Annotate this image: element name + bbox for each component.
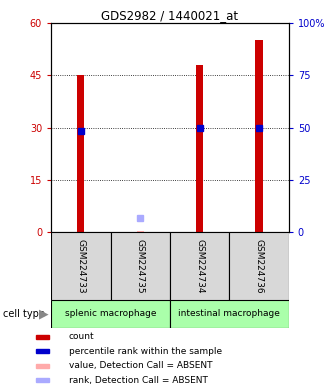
Title: GDS2982 / 1440021_at: GDS2982 / 1440021_at bbox=[101, 9, 239, 22]
Bar bbox=[51, 232, 111, 300]
Bar bbox=[77, 75, 84, 232]
Bar bbox=[36, 364, 49, 368]
Bar bbox=[111, 232, 170, 300]
Text: cell type: cell type bbox=[3, 309, 45, 319]
Bar bbox=[229, 232, 289, 300]
Bar bbox=[137, 231, 144, 232]
Text: GSM224736: GSM224736 bbox=[254, 238, 264, 293]
Text: GSM224733: GSM224733 bbox=[76, 238, 85, 293]
Text: rank, Detection Call = ABSENT: rank, Detection Call = ABSENT bbox=[69, 376, 208, 384]
Text: count: count bbox=[69, 332, 94, 341]
Text: percentile rank within the sample: percentile rank within the sample bbox=[69, 347, 222, 356]
Bar bbox=[170, 300, 289, 328]
Bar bbox=[51, 300, 170, 328]
Bar bbox=[170, 232, 229, 300]
Text: value, Detection Call = ABSENT: value, Detection Call = ABSENT bbox=[69, 361, 212, 370]
Text: splenic macrophage: splenic macrophage bbox=[65, 310, 156, 318]
Bar bbox=[36, 349, 49, 353]
Bar bbox=[36, 334, 49, 339]
Bar bbox=[36, 378, 49, 382]
Bar bbox=[196, 65, 203, 232]
Text: intestinal macrophage: intestinal macrophage bbox=[179, 310, 280, 318]
Text: GSM224734: GSM224734 bbox=[195, 239, 204, 293]
Bar bbox=[255, 40, 263, 232]
Text: GSM224735: GSM224735 bbox=[136, 238, 145, 293]
Text: ▶: ▶ bbox=[39, 308, 49, 321]
